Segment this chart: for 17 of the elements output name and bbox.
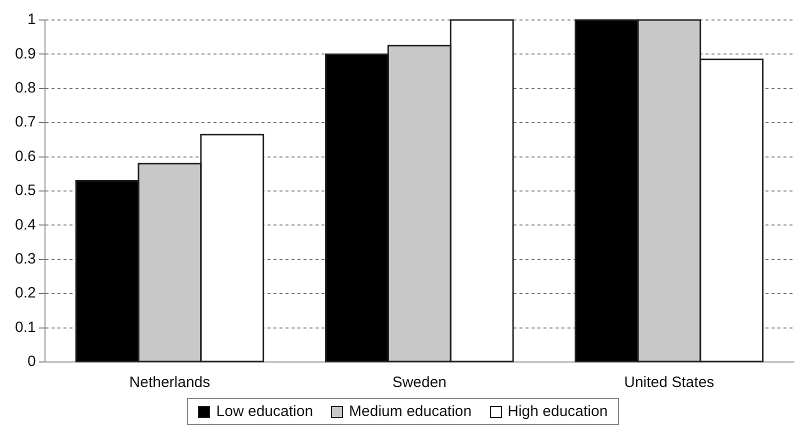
legend-label: Medium education: [349, 403, 472, 420]
legend-label: Low education: [216, 403, 314, 420]
text: High education: [508, 403, 608, 420]
y-tick-label: 0.5: [14, 182, 36, 200]
y-tick-label: 0.6: [14, 148, 36, 165]
y-tick-label: 0.3: [14, 250, 36, 268]
y-tick-label: 0.8: [14, 80, 36, 97]
x-tick-label: United States: [624, 374, 714, 392]
y-tick-label: 0: [28, 353, 36, 370]
x-tick-label: Netherlands: [129, 374, 210, 392]
y-tick-label: 0.7: [14, 114, 36, 131]
y-tick-label: 0.4: [14, 216, 36, 234]
y-tick-label: 1: [28, 11, 36, 28]
y-tick-label: 0.9: [14, 45, 36, 62]
x-tick-label: Sweden: [392, 374, 447, 392]
y-tick-label: 0.2: [14, 284, 36, 302]
y-tick-label: 0.1: [14, 318, 36, 336]
